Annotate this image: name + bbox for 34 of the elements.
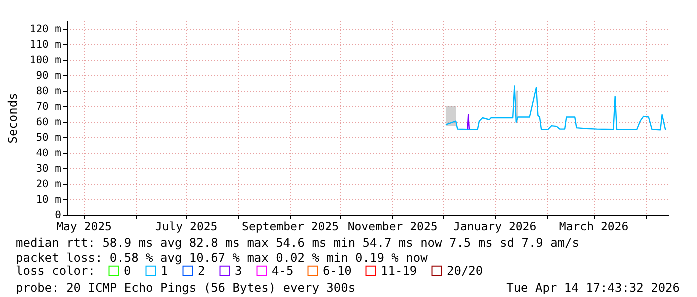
y-tick-label: 70 m <box>36 100 62 113</box>
legend-label: 20/20 <box>447 264 484 278</box>
y-tick-label: 120 m <box>30 23 62 36</box>
legend-label: 6-10 <box>323 264 352 278</box>
text: Tue Apr 14 17:43:32 2026 <box>506 281 680 295</box>
x-tick-label: January 2026 <box>454 220 537 234</box>
legend-label: 1 <box>161 264 168 278</box>
y-tick-label: 90 m <box>36 70 62 82</box>
x-tick-label: May 2025 <box>56 220 112 234</box>
x-tick-label: November 2025 <box>348 220 438 234</box>
text: probe: 20 ICMP Echo Pings (56 Bytes) every 300s <box>16 281 356 295</box>
x-tick-label: March 2026 <box>559 220 629 234</box>
y-tick-label: 110 m <box>30 38 62 51</box>
line-series <box>445 86 666 131</box>
legend-title: loss color: <box>16 264 96 278</box>
y-tick-label: 100 m <box>30 54 62 66</box>
y-tick-label: 0 <box>55 210 62 222</box>
legend-label: 0 <box>124 264 132 278</box>
y-tick-label: 10 m <box>36 194 62 206</box>
text: packet loss: 0.58 % avg 10.67 % max 0.02 % min 0.19 % now <box>16 251 429 265</box>
y-tick-label: 20 m <box>36 178 62 190</box>
text: median rtt: 58.9 ms avg 82.8 ms max 54.6 ms min 54.7 ms now 7.5 ms sd 7.9 am/s <box>16 236 580 250</box>
x-tick-label: September 2025 <box>242 220 339 234</box>
legend-label: 4-5 <box>272 264 294 278</box>
y-tick-label: 40 m <box>36 147 62 160</box>
y-axis-title: Seconds <box>6 93 20 144</box>
y-tick-label: 60 m <box>36 116 62 128</box>
y-tick-label: 50 m <box>36 132 62 144</box>
x-tick-label: July 2025 <box>155 220 218 234</box>
legend-label: 2 <box>198 264 206 278</box>
legend-label: 11-19 <box>381 264 418 278</box>
y-tick-label: 80 m <box>36 85 62 98</box>
y-tick-label: 30 m <box>36 162 62 175</box>
legend-label: 3 <box>235 264 242 278</box>
